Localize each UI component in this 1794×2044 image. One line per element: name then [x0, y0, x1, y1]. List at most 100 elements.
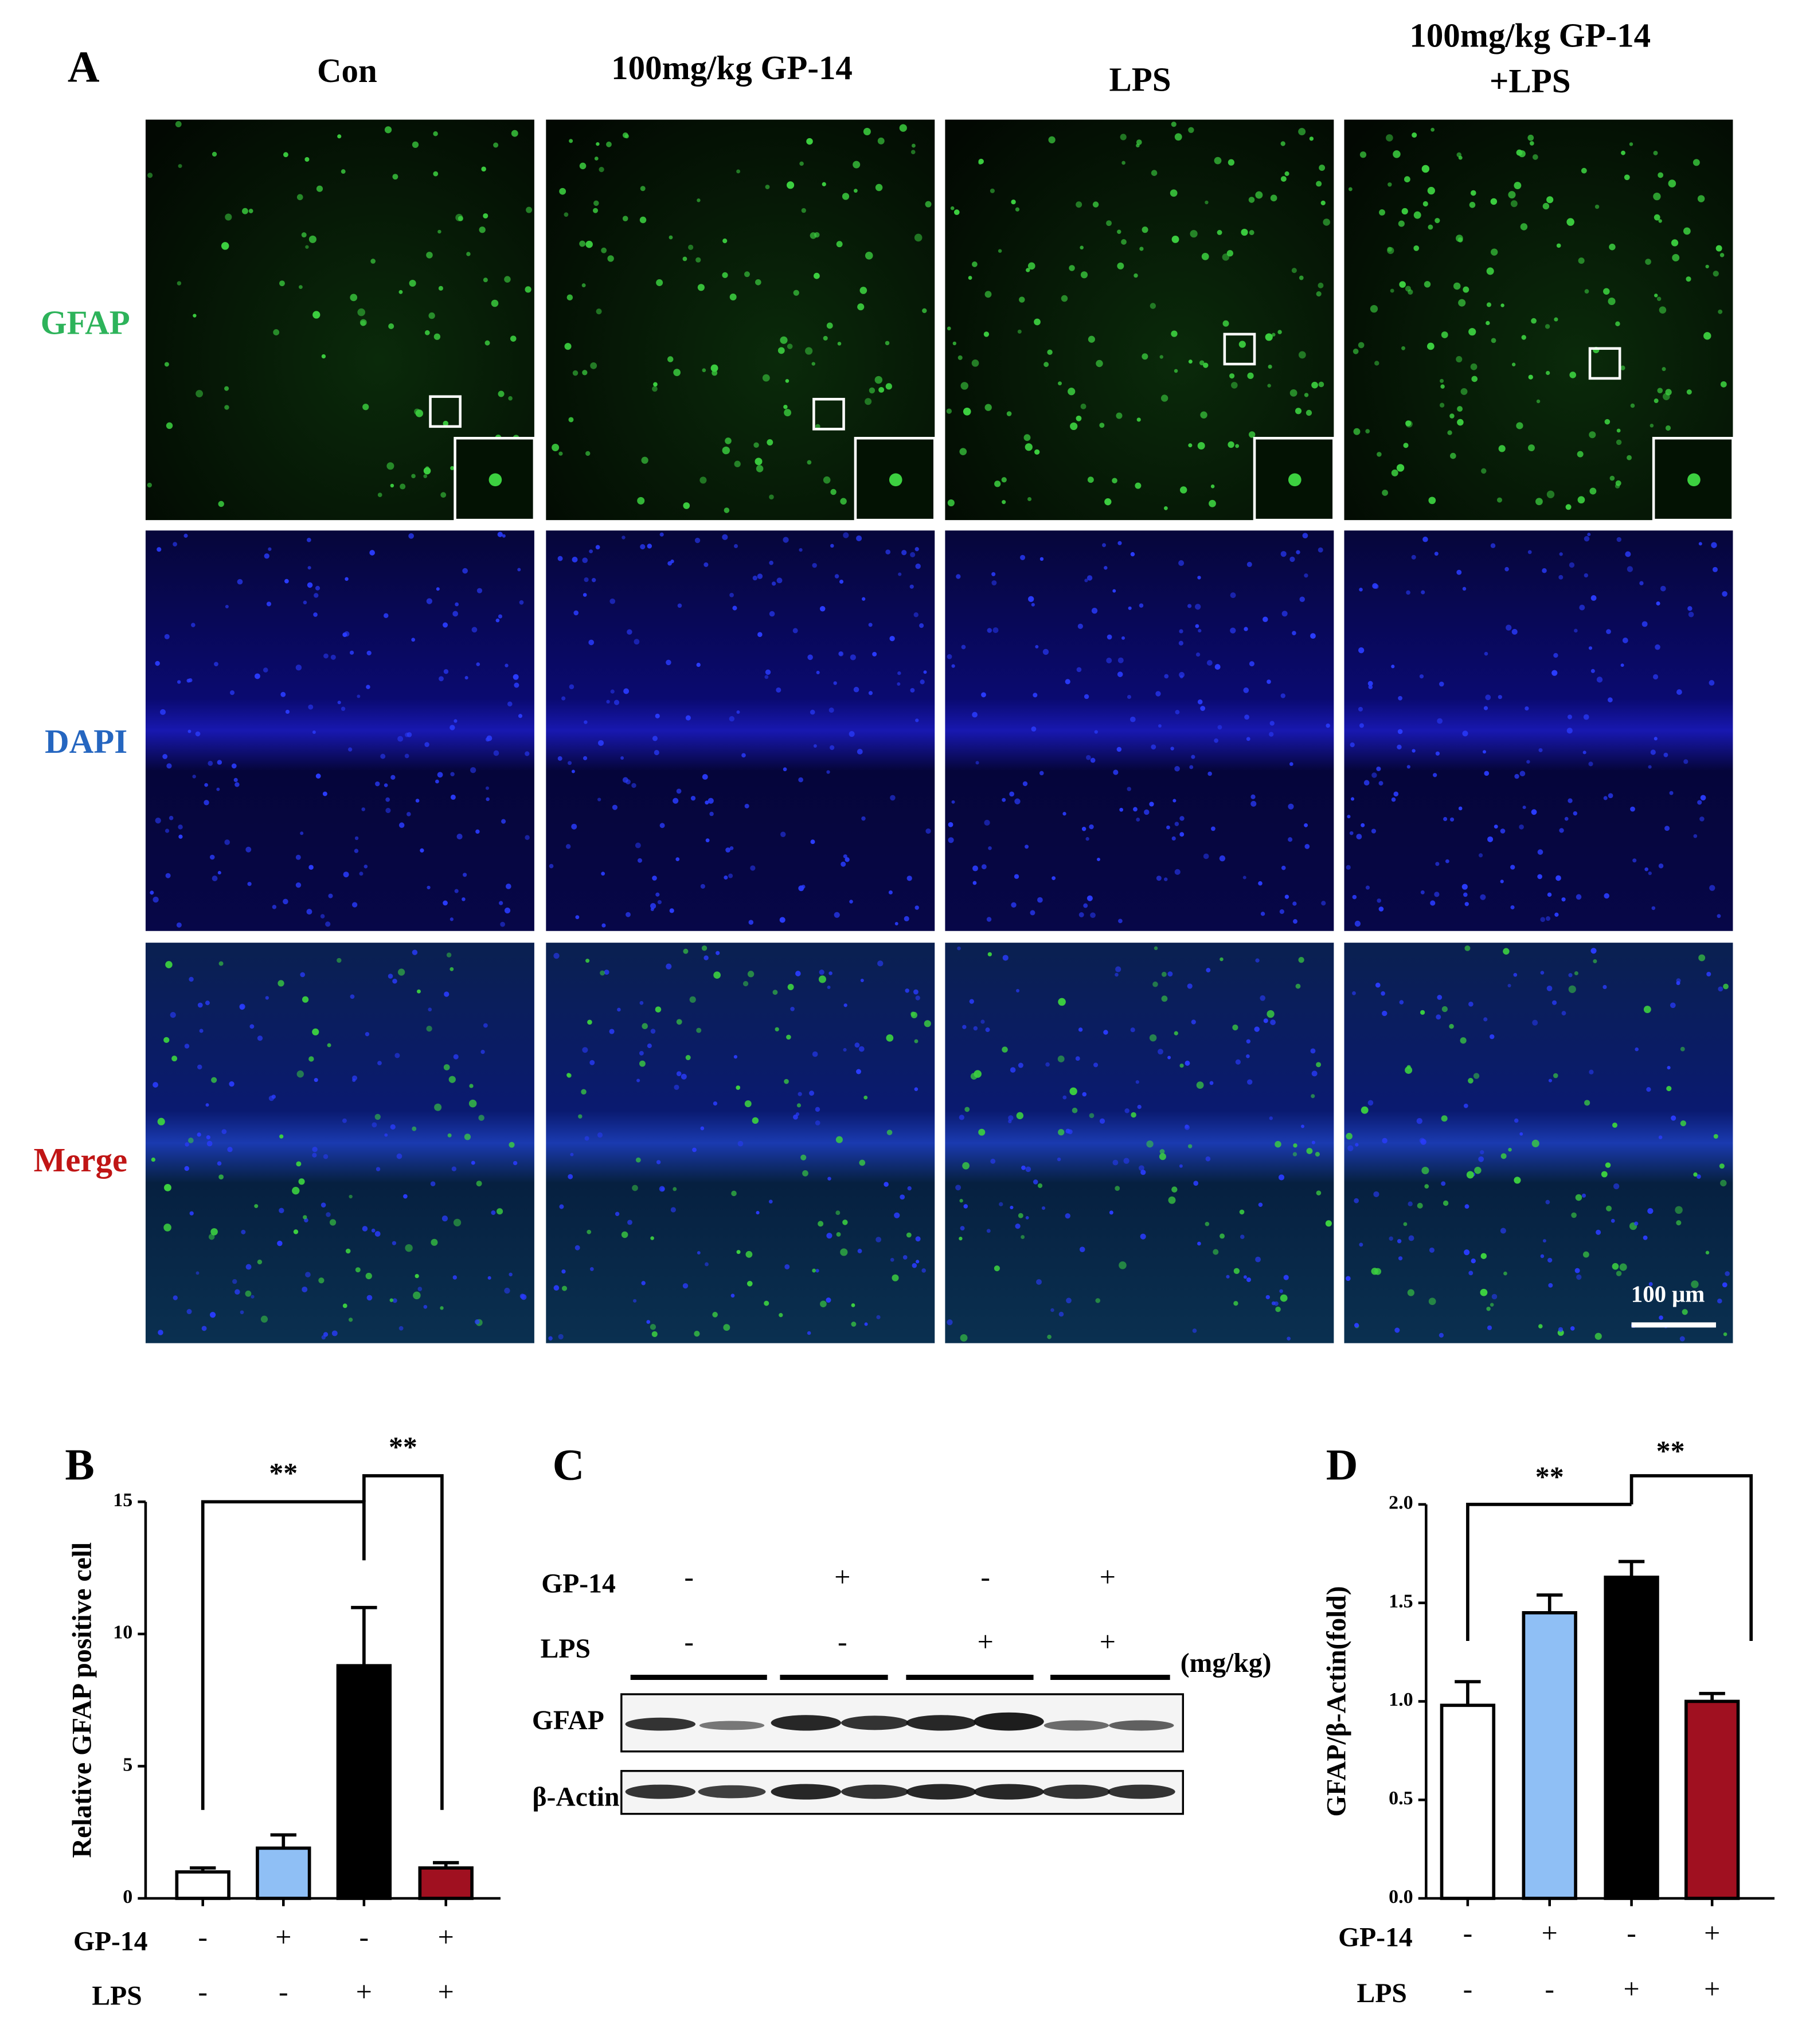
cell-speckle	[312, 311, 321, 319]
cell-speckle	[1582, 751, 1586, 755]
cell-speckle	[875, 183, 883, 191]
cell-speckle	[497, 531, 503, 537]
cell-speckle	[400, 483, 406, 490]
cell-speckle	[875, 1237, 882, 1242]
cell-speckle	[1390, 288, 1394, 293]
cell-speckle	[1428, 1297, 1436, 1306]
cell-speckle	[444, 991, 450, 997]
cell-speckle	[404, 753, 409, 759]
cell-speckle	[1413, 245, 1420, 251]
cell-speckle	[853, 686, 859, 693]
cell-speckle	[434, 1103, 442, 1111]
cell-speckle	[920, 679, 925, 685]
cell-speckle	[1011, 902, 1017, 908]
cell-speckle	[1460, 1037, 1467, 1044]
cell-speckle	[1437, 995, 1443, 1000]
cell-speckle	[1463, 892, 1468, 897]
cell-speckle	[596, 142, 600, 146]
cell-speckle	[1377, 452, 1382, 457]
cell-speckle	[504, 276, 511, 283]
cell-speckle	[1709, 885, 1715, 891]
cell-speckle	[1127, 787, 1131, 791]
cell-speckle	[1239, 1209, 1245, 1215]
cell-speckle	[957, 946, 961, 951]
cell-speckle	[268, 547, 272, 551]
cell-speckle	[1671, 1115, 1676, 1121]
cell-speckle	[234, 782, 240, 787]
cell-speckle	[1659, 306, 1667, 314]
cell-speckle	[1596, 1229, 1601, 1235]
cell-speckle	[1263, 1018, 1268, 1023]
cell-speckle	[607, 255, 614, 262]
cell-speckle	[601, 923, 606, 928]
cell-speckle	[818, 975, 826, 983]
cell-speckle	[423, 1305, 428, 1309]
cell-speckle	[587, 1019, 592, 1025]
cell-speckle	[210, 1228, 218, 1236]
cell-speckle	[1135, 482, 1142, 489]
cell-speckle	[1156, 876, 1162, 881]
cell-speckle	[913, 612, 919, 618]
cell-speckle	[525, 751, 530, 756]
cell-speckle	[1469, 202, 1476, 208]
cell-speckle	[1462, 730, 1468, 737]
cell-speckle	[689, 996, 696, 1003]
cell-speckle	[1080, 245, 1084, 250]
cell-speckle	[911, 143, 916, 148]
cell-speckle	[1456, 235, 1463, 242]
cell-speckle	[1537, 849, 1543, 855]
cell-speckle	[650, 1029, 656, 1034]
cell-speckle	[777, 347, 785, 354]
cell-speckle	[1612, 1122, 1618, 1128]
cell-speckle	[1457, 406, 1463, 412]
condition-sign: +	[275, 1921, 291, 1953]
cell-speckle	[986, 917, 992, 922]
cell-speckle	[433, 131, 438, 136]
cell-speckle	[1050, 1308, 1054, 1312]
cell-speckle	[1441, 1115, 1448, 1122]
cell-speckle	[1374, 361, 1379, 366]
cell-speckle	[221, 242, 229, 250]
cell-speckle	[1574, 628, 1578, 633]
cell-speckle	[196, 1271, 200, 1275]
cell-speckle	[915, 563, 921, 569]
cell-speckle	[307, 566, 311, 570]
cell-speckle	[436, 587, 440, 591]
cell-speckle	[757, 632, 763, 637]
cell-speckle	[1421, 590, 1425, 595]
cell-speckle	[345, 577, 349, 581]
cell-speckle	[916, 1260, 920, 1264]
cell-speckle	[1219, 855, 1226, 862]
cell-speckle	[1450, 452, 1456, 459]
cell-speckle	[486, 797, 490, 802]
cell-speckle	[1347, 1145, 1354, 1151]
cell-speckle	[826, 1233, 832, 1239]
cell-speckle	[853, 189, 858, 193]
cell-speckle	[830, 544, 834, 548]
cell-speckle	[1065, 679, 1070, 685]
cell-speckle	[1268, 364, 1272, 369]
cell-speckle	[1244, 714, 1249, 720]
cell-speckle	[913, 989, 919, 995]
cell-speckle	[840, 498, 847, 505]
cell-speckle	[894, 922, 898, 926]
cell-speckle	[1682, 1309, 1688, 1315]
cell-speckle	[723, 1324, 730, 1331]
cell-speckle	[849, 731, 855, 737]
cell-speckle	[498, 614, 503, 619]
cell-speckle	[776, 577, 783, 584]
cell-speckle	[733, 1055, 738, 1059]
cell-speckle	[1471, 1258, 1476, 1264]
cell-speckle	[632, 1299, 637, 1303]
cell-speckle	[1159, 1149, 1165, 1154]
cell-speckle	[1627, 566, 1633, 572]
cell-speckle	[807, 654, 813, 661]
cell-speckle	[362, 404, 369, 411]
cell-speckle	[1048, 136, 1056, 144]
cell-speckle	[1158, 724, 1162, 728]
cell-speckle	[1214, 664, 1221, 670]
cell-speckle	[1021, 1235, 1025, 1239]
cell-speckle	[829, 745, 835, 751]
cell-speckle	[1576, 1274, 1582, 1280]
cell-speckle	[1057, 1056, 1065, 1062]
